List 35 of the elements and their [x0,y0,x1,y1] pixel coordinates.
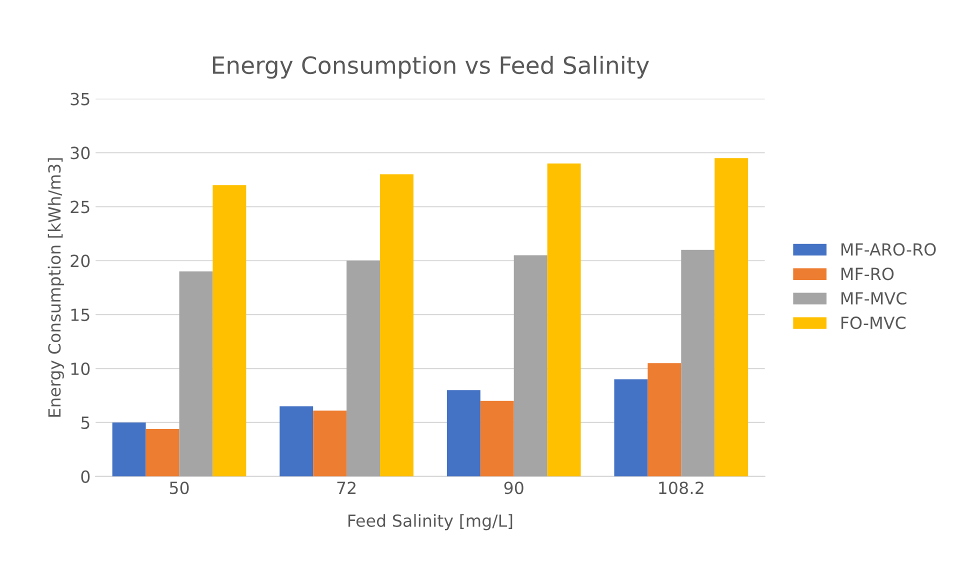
y-tick-label: 15 [71,308,90,322]
y-tick-label: 20 [70,254,90,268]
y-tick-label: 5 [81,416,90,430]
chart-title: Energy Consumption vs Feed Salinity [213,56,649,79]
y-tick-label: 10 [71,362,90,376]
bar [179,271,213,476]
legend-label: MF-ARO-RO [841,243,936,256]
bar [547,164,581,476]
bar [346,260,380,476]
x-tick-label: 108.2 [659,482,704,494]
bar [480,400,514,476]
bar [514,255,548,476]
bar [681,250,715,476]
legend-label: MF-RO [841,268,894,280]
x-tick-label: 50 [170,482,189,494]
y-tick-label: 35 [70,92,90,106]
y-tick-label: 25 [70,200,90,214]
bar [380,174,414,476]
bar [714,158,748,476]
x-tick-label: 72 [337,482,356,494]
y-tick-label: 30 [70,146,90,160]
bar [212,185,246,476]
bar [648,363,682,476]
legend-label: FO-MVC [841,316,906,330]
bar [280,406,314,476]
bar [313,410,347,476]
bar [446,390,480,476]
y-tick-label: 0 [81,470,90,483]
x-tick-label: 90 [504,482,524,494]
bar [614,379,648,476]
y-axis-title: Energy Consumption [kWh/m3] [48,158,64,417]
bar [112,422,146,476]
bar [146,428,180,476]
legend-label: MF-MVC [841,292,906,305]
x-axis-title: Feed Salinity [mg/L] [348,514,512,530]
